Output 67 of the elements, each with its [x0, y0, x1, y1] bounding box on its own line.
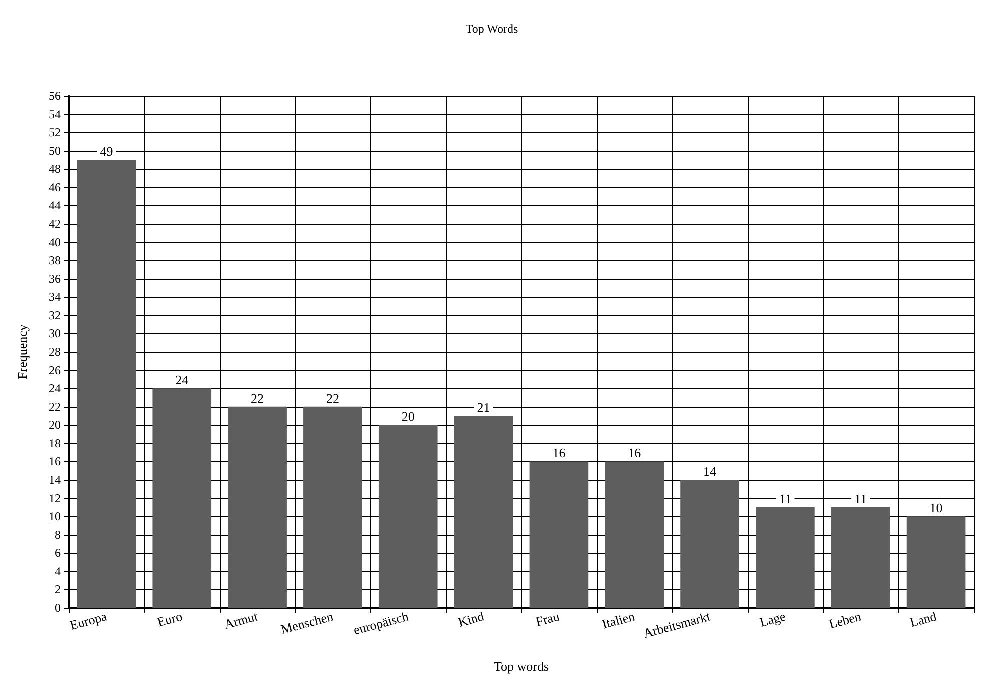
- y-tick-label: 18: [49, 436, 61, 450]
- y-tick-label: 22: [49, 400, 61, 414]
- data-label: 20: [402, 409, 415, 424]
- data-label: 49: [100, 144, 114, 159]
- y-tick-label: 12: [49, 491, 61, 506]
- x-tick-label: Leben: [828, 608, 864, 632]
- x-tick-label: Euro: [156, 608, 184, 630]
- bar: [152, 388, 212, 608]
- data-label: 11: [779, 491, 792, 506]
- y-tick-label: 42: [49, 217, 61, 231]
- x-tick-label: Lage: [758, 608, 788, 630]
- bar: [756, 507, 815, 608]
- data-label: 16: [552, 446, 566, 461]
- x-tick-label: europäisch: [352, 608, 411, 638]
- x-tick-label: Land: [908, 608, 939, 630]
- y-tick-label: 52: [49, 126, 61, 140]
- y-tick-label: 6: [55, 546, 61, 560]
- y-tick-label: 40: [49, 235, 61, 250]
- x-tick-label: Europa: [68, 608, 109, 633]
- y-tick-label: 50: [49, 144, 61, 158]
- y-tick-label: 16: [49, 454, 61, 469]
- y-tick-label: 28: [49, 345, 61, 359]
- y-tick-label: 24: [49, 382, 61, 396]
- y-tick-label: 46: [49, 180, 61, 194]
- bar: [831, 507, 890, 608]
- bar: [605, 462, 664, 608]
- y-axis-title: Frequency: [15, 324, 30, 380]
- bar: [530, 462, 589, 608]
- y-tick-label: 54: [49, 107, 61, 122]
- data-label: 16: [628, 446, 642, 461]
- x-tick-label: Menschen: [279, 608, 336, 638]
- y-tick-label: 4: [55, 564, 61, 578]
- x-tick-label: Italien: [600, 608, 638, 632]
- chart-title: Top Words: [466, 22, 518, 36]
- y-tick-label: 56: [49, 89, 61, 103]
- bar: [304, 406, 362, 608]
- y-tick-label: 38: [49, 254, 61, 268]
- y-tick-label: 20: [49, 418, 61, 432]
- data-label: 22: [251, 390, 264, 406]
- y-tick-label: 32: [49, 308, 61, 322]
- x-tick-label: Kind: [456, 608, 486, 630]
- y-tick-label: 2: [55, 582, 61, 597]
- data-label: 21: [477, 400, 490, 415]
- bar: [680, 480, 740, 608]
- data-label: 22: [326, 390, 340, 406]
- y-tick-label: 8: [55, 528, 61, 542]
- y-tick-label: 48: [49, 162, 61, 176]
- y-tick-label: 0: [55, 601, 61, 615]
- x-axis-title: Top words: [494, 659, 550, 674]
- data-label: 14: [704, 464, 718, 479]
- data-label: 11: [854, 491, 868, 506]
- y-tick-label: 10: [49, 510, 61, 524]
- data-label: 24: [176, 372, 190, 388]
- y-tick-label: 30: [49, 326, 61, 341]
- y-tick-label: 14: [49, 473, 61, 487]
- bar: [228, 406, 287, 608]
- bar: [378, 425, 438, 608]
- y-tick-label: 44: [49, 198, 61, 213]
- y-tick-label: 26: [49, 363, 61, 378]
- bar: [454, 416, 514, 608]
- y-tick-label: 34: [49, 290, 61, 304]
- x-tick-label: Armut: [222, 608, 260, 632]
- x-tick-label: Frau: [534, 608, 562, 630]
- bar: [77, 160, 136, 608]
- bar: [906, 516, 966, 608]
- y-tick-label: 36: [49, 272, 61, 286]
- data-label: 10: [930, 500, 943, 516]
